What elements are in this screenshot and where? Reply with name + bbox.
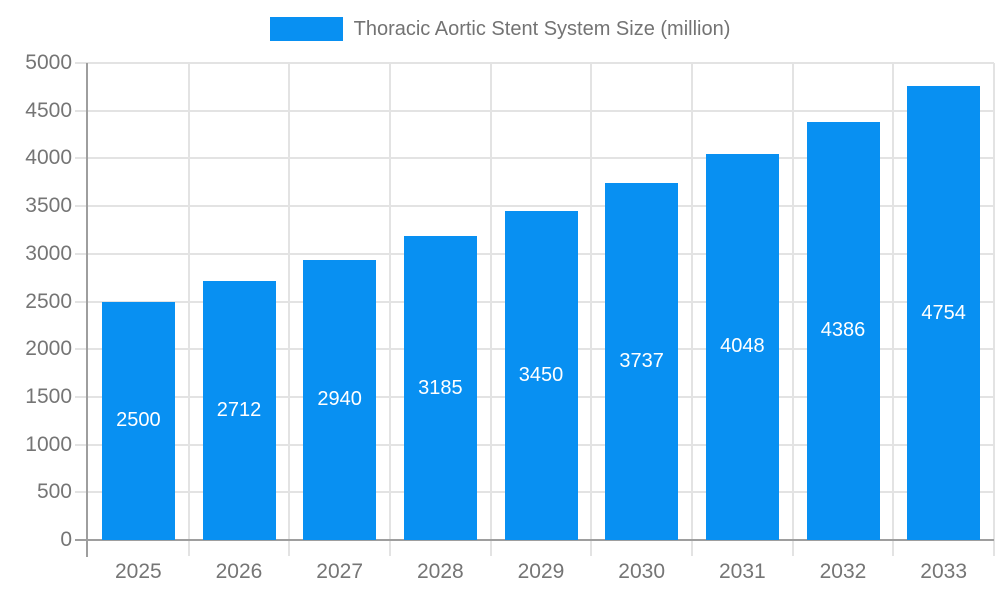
gridline-horizontal [75,157,994,160]
bar-value-label: 3450 [518,363,564,386]
bar-2032[interactable]: 4386 [806,121,880,540]
bar-2025[interactable]: 2500 [101,301,175,540]
gridline-vertical [389,63,391,556]
gridline-vertical [187,63,190,556]
y-tick-label: 3500 [25,194,72,218]
y-tick-label: 4000 [25,146,72,170]
bar-2028[interactable]: 3185 [403,236,477,540]
legend-label[interactable]: Thoracic Aortic Stent System Size (milli… [353,18,731,40]
bar-value-label: 2940 [317,388,362,411]
x-tick-label: 2028 [416,560,464,583]
y-tick-label: 3000 [25,241,72,265]
gridline-horizontal [75,205,994,208]
bar-2033[interactable]: 4754 [907,86,981,540]
y-tick-label: 4500 [25,98,72,122]
gridline-vertical [489,63,492,556]
y-tick-label: 0 [60,528,72,551]
y-axis-line [86,63,88,557]
x-tick-label: 2032 [819,560,867,583]
x-tick-label: 2026 [215,560,263,583]
bar-2031[interactable]: 4048 [705,153,779,540]
gridline-horizontal [75,109,994,112]
bar-2026[interactable]: 2712 [202,281,276,540]
y-tick-label: 500 [36,480,72,504]
gridline-vertical [993,63,995,556]
legend: Thoracic Aortic Stent System Size (milli… [0,17,1000,41]
y-tick-label: 1500 [25,384,72,408]
bar-value-label: 4386 [820,319,866,342]
gridline-vertical [892,63,895,556]
bar-value-label: 2712 [216,399,262,422]
gridline-vertical [288,63,291,556]
gridline-horizontal [75,62,994,64]
bar-value-label: 4754 [921,301,966,324]
y-tick-label: 2000 [25,337,72,361]
legend-swatch[interactable] [269,17,343,41]
bar-value-label: 3737 [619,350,664,373]
x-tick-label: 2030 [618,560,666,583]
bar-2029[interactable]: 3450 [504,210,578,540]
x-tick-label: 2033 [920,560,968,583]
gridline-vertical [691,63,693,556]
y-tick-label: 2500 [25,289,72,313]
y-tick-label: 1000 [25,432,72,456]
bar-value-label: 4048 [720,335,765,358]
x-tick-label: 2025 [114,560,162,583]
x-axis-line [75,539,994,541]
bar-2027[interactable]: 2940 [303,259,377,540]
bar-2030[interactable]: 3737 [605,183,679,540]
y-tick-label: 5000 [25,51,72,74]
bar-value-label: 3185 [418,376,463,399]
x-tick-label: 2029 [517,560,565,583]
gridline-vertical [791,63,794,556]
gridline-vertical [590,63,593,556]
x-tick-label: 2027 [316,560,364,583]
bar-value-label: 2500 [116,409,161,432]
x-tick-label: 2031 [718,560,766,583]
